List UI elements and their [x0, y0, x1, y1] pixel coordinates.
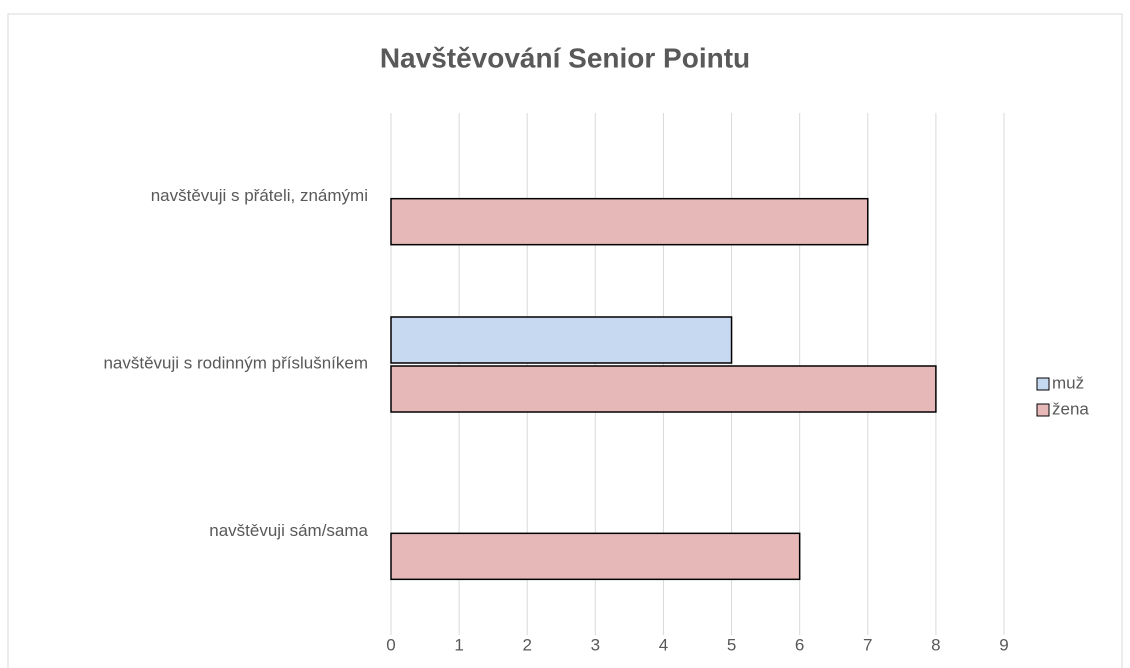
bar [390, 316, 733, 364]
legend-swatch [1036, 377, 1050, 391]
y-tick-label: navštěvuji s rodinným příslušníkem [103, 353, 368, 372]
x-tick-label: 8 [931, 635, 940, 654]
legend-label: muž [1052, 373, 1084, 392]
x-tick-label: 3 [591, 635, 600, 654]
x-tick-label: 6 [795, 635, 804, 654]
bar [390, 197, 869, 246]
x-tick-label: 9 [999, 635, 1008, 654]
y-tick-label: navštěvuji s přáteli, známými [151, 186, 368, 205]
x-tick-label: 7 [863, 635, 872, 654]
legend-label: žena [1052, 399, 1089, 418]
x-tick-label: 2 [522, 635, 531, 654]
x-tick-label: 5 [727, 635, 736, 654]
chart-title: Navštěvování Senior Pointu [380, 42, 750, 73]
legend-swatch [1036, 403, 1050, 417]
x-tick-label: 1 [454, 635, 463, 654]
y-tick-label: navštěvuji sám/sama [209, 521, 368, 540]
x-tick-label: 4 [659, 635, 668, 654]
bar [390, 532, 801, 581]
x-tick-label: 0 [386, 635, 395, 654]
bar [390, 365, 937, 413]
